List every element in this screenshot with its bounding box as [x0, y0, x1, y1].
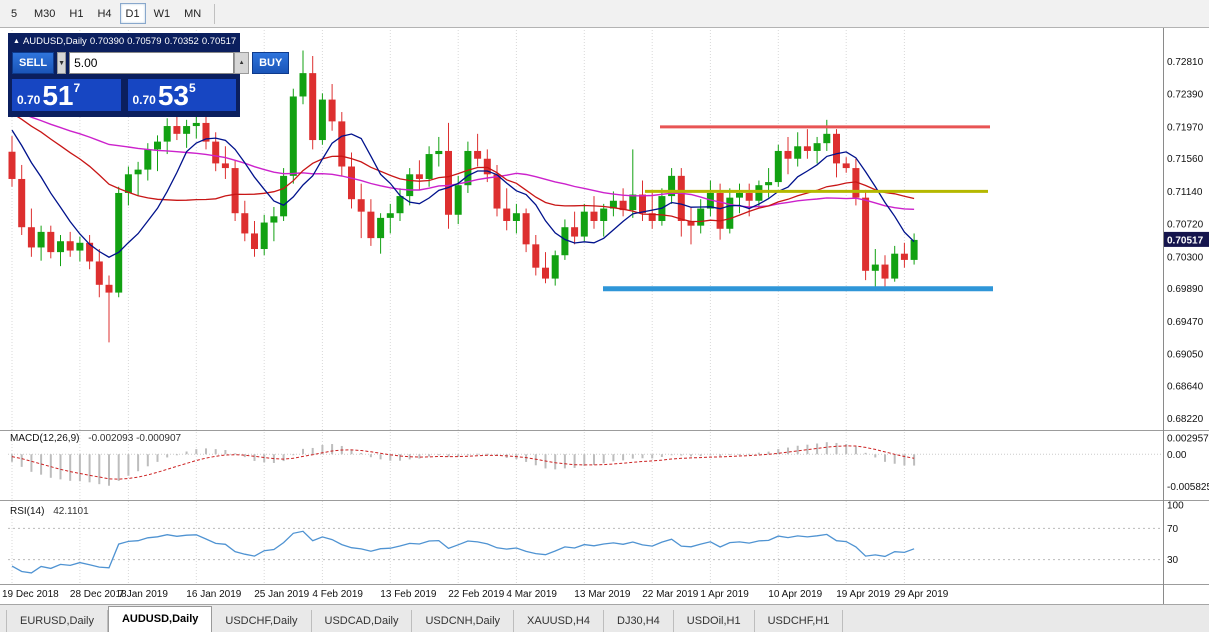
svg-text:19 Apr 2019: 19 Apr 2019: [836, 589, 890, 600]
buy-button[interactable]: BUY: [252, 52, 290, 74]
timeframe-button-mn[interactable]: MN: [178, 3, 207, 24]
chart-tab-usdcad-daily[interactable]: USDCAD,Daily: [312, 610, 413, 632]
svg-text:0.68640: 0.68640: [1167, 381, 1204, 392]
timeframe-button-w1[interactable]: W1: [148, 3, 177, 24]
current-price-tag: 0.70517: [1164, 231, 1209, 247]
macd-label: MACD(12,26,9): [10, 433, 80, 444]
svg-text:0.68220: 0.68220: [1167, 414, 1204, 425]
svg-text:0.70517: 0.70517: [1167, 235, 1204, 246]
svg-text:0.72810: 0.72810: [1167, 57, 1204, 68]
svg-text:100: 100: [1167, 501, 1184, 512]
svg-text:-0.005825: -0.005825: [1167, 482, 1209, 493]
svg-text:0.69050: 0.69050: [1167, 350, 1204, 361]
toolbar-separator: [214, 3, 216, 24]
chart-title-bar: ▲ AUDUSD,Daily 0.70390 0.70579 0.70352 0…: [12, 35, 236, 50]
svg-text:13 Feb 2019: 13 Feb 2019: [380, 589, 437, 600]
timeframe-toolbar: 5 M30 H1 H4 D1 W1 MN: [0, 0, 1209, 28]
svg-text:0.69470: 0.69470: [1167, 317, 1204, 328]
svg-text:13 Mar 2019: 13 Mar 2019: [574, 589, 631, 600]
buy-price-prefix: 0.70: [132, 93, 156, 107]
trade-controls-row: SELL ▼ ▲ BUY: [12, 52, 290, 74]
ohlc-open: 0.70390: [89, 36, 125, 47]
chart-tab-usdoil-h1[interactable]: USDOil,H1: [674, 610, 755, 632]
sell-price-sup: 7: [73, 81, 81, 95]
timeframe-button-5[interactable]: 5: [2, 3, 26, 24]
svg-text:4 Mar 2019: 4 Mar 2019: [506, 589, 557, 600]
sell-price-prefix: 0.70: [17, 93, 41, 107]
chart-tab-usdcnh-daily[interactable]: USDCNH,Daily: [412, 610, 515, 632]
svg-text:16 Jan 2019: 16 Jan 2019: [186, 589, 241, 600]
svg-text:28 Dec 2018: 28 Dec 2018: [70, 589, 127, 600]
buy-price-big: 53: [157, 80, 190, 111]
sell-price-big: 51: [42, 80, 74, 111]
svg-text:0.71140: 0.71140: [1167, 187, 1203, 198]
svg-text:22 Feb 2019: 22 Feb 2019: [448, 589, 505, 600]
svg-text:29 Apr 2019: 29 Apr 2019: [894, 589, 948, 600]
sell-button[interactable]: SELL: [12, 52, 55, 74]
chevron-up-icon: ▲: [238, 60, 245, 66]
macd-layer: [8, 442, 1162, 486]
svg-text:1 Apr 2019: 1 Apr 2019: [700, 589, 749, 600]
grid-layer: [11, 30, 905, 583]
chart-tab-usdchf-h1[interactable]: USDCHF,H1: [755, 610, 844, 632]
collapse-panel-icon[interactable]: ▲: [13, 38, 20, 45]
rsi-value: 42.1101: [53, 506, 89, 517]
svg-text:0.00: 0.00: [1167, 450, 1187, 461]
svg-text:19 Dec 2018: 19 Dec 2018: [2, 589, 59, 600]
svg-text:4 Feb 2019: 4 Feb 2019: [312, 589, 363, 600]
chart-symbol-title: AUDUSD,Daily: [22, 36, 87, 47]
svg-text:22 Mar 2019: 22 Mar 2019: [642, 589, 699, 600]
svg-text:70: 70: [1167, 524, 1179, 535]
svg-text:0.002957: 0.002957: [1167, 433, 1209, 444]
chevron-down-icon: ▼: [58, 59, 66, 67]
timeframe-button-d1[interactable]: D1: [119, 3, 146, 24]
sell-price[interactable]: 0.70 51 7: [12, 79, 121, 111]
rsi-label: RSI(14): [10, 506, 45, 517]
chart-tab-dj30-h4[interactable]: DJ30,H4: [604, 610, 674, 632]
ohlc-close: 0.70517: [201, 36, 236, 47]
svg-text:25 Jan 2019: 25 Jan 2019: [254, 589, 309, 600]
macd-values: -0.002093 -0.000907: [88, 433, 182, 444]
timeframe-button-h4[interactable]: H4: [91, 3, 117, 24]
moving-averages-layer: [11, 108, 915, 258]
ohlc-high: 0.70579: [127, 36, 162, 47]
chart-tabs-bar: EURUSD,Daily AUDUSD,Daily USDCHF,Daily USDC…: [0, 604, 1209, 632]
svg-text:7 Jan 2019: 7 Jan 2019: [118, 589, 168, 600]
rsi-header: RSI(14) 42.1101: [10, 506, 89, 517]
svg-text:10 Apr 2019: 10 Apr 2019: [768, 589, 822, 600]
timeframe-button-h1[interactable]: H1: [63, 3, 89, 24]
timeframe-button-m30[interactable]: M30: [28, 3, 61, 24]
svg-text:0.70720: 0.70720: [1167, 220, 1204, 231]
chart-tab-audusd-daily[interactable]: AUDUSD,Daily: [107, 606, 213, 632]
macd-header: MACD(12,26,9) -0.002093 -0.000907: [10, 433, 181, 444]
chart-tab-usdchf-daily[interactable]: USDCHF,Daily: [212, 610, 312, 632]
buy-price-sup: 5: [189, 81, 196, 95]
buy-price[interactable]: 0.70 53 5: [127, 79, 236, 111]
ohlc-low: 0.70352: [164, 36, 199, 47]
trade-prices-row: 0.70 51 7 0.70 53 5: [12, 79, 236, 111]
volume-input[interactable]: [69, 52, 235, 74]
volume-spinner-up[interactable]: ▲: [234, 52, 250, 74]
chart-tab-eurusd-daily[interactable]: EURUSD,Daily: [6, 610, 108, 632]
chart-tab-xauusd-h4[interactable]: XAUUSD,H4: [514, 610, 604, 632]
svg-text:0.71560: 0.71560: [1167, 154, 1204, 165]
candles-layer: [8, 50, 918, 343]
axis-layer: 0.728100.723900.719700.715600.711400.707…: [0, 28, 1209, 604]
svg-text:0.69890: 0.69890: [1167, 284, 1204, 295]
svg-text:30: 30: [1167, 555, 1179, 566]
rsi-layer: [8, 527, 1162, 574]
svg-text:0.70300: 0.70300: [1167, 252, 1204, 263]
one-click-trading-panel: ▲ AUDUSD,Daily 0.70390 0.70579 0.70352 0…: [8, 33, 290, 117]
svg-text:0.71970: 0.71970: [1167, 122, 1204, 133]
volume-field-wrap: ▲: [69, 52, 250, 74]
svg-text:0.72390: 0.72390: [1167, 90, 1204, 101]
trendlines-layer[interactable]: [603, 125, 993, 292]
volume-dropdown-button[interactable]: ▼: [57, 52, 67, 74]
